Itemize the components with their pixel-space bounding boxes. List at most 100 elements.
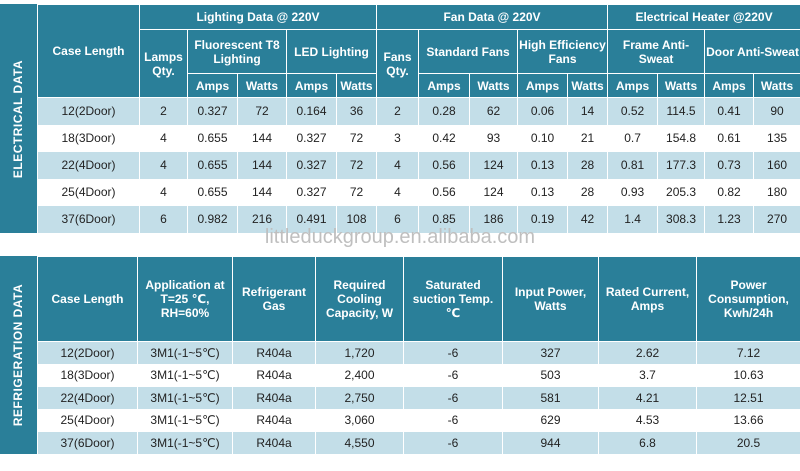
header-power-consumption: Power Consumption, Kwh/24h <box>696 256 800 342</box>
cell-power-consumption: 13.66 <box>696 409 800 432</box>
cell-high-eff-fans-watts: 28 <box>566 151 609 179</box>
cell-frame-anti-sweat-amps: 0.81 <box>607 151 659 179</box>
cell-led-amps: 0.164 <box>286 97 337 125</box>
cell-application: 3M1(-1~5℃) <box>137 386 233 409</box>
cell-fluorescent-watts: 216 <box>237 205 287 233</box>
header-watts: Watts <box>753 73 800 98</box>
cell-fans-qty: 2 <box>376 97 419 125</box>
header-fans-qty: Fans Qty. <box>376 29 419 98</box>
cell-frame-anti-sweat-amps: 1.4 <box>607 205 659 233</box>
cell-suction-temp: -6 <box>403 409 503 432</box>
cell-fluorescent-amps: 0.982 <box>187 205 238 233</box>
cell-high-eff-fans-watts: 21 <box>566 124 609 152</box>
cell-door-anti-sweat-amps: 0.82 <box>704 178 755 206</box>
cell-door-anti-sweat-watts: 180 <box>753 178 800 206</box>
cell-fluorescent-watts: 72 <box>237 97 287 125</box>
cell-standard-fans-watts: 93 <box>469 124 518 152</box>
cell-input-power: 629 <box>502 409 599 432</box>
cell-input-power: 327 <box>502 341 599 364</box>
cell-lamps-qty: 4 <box>139 151 188 179</box>
cell-high-eff-fans-watts: 42 <box>566 205 609 233</box>
header-watts: Watts <box>469 73 518 98</box>
cell-rated-current: 2.62 <box>598 341 697 364</box>
cell-cooling-capacity: 4,550 <box>315 431 404 454</box>
refrigeration-side-label-text: REFRIGERATION DATA <box>11 283 26 427</box>
cell-door-anti-sweat-amps: 0.61 <box>704 124 755 152</box>
cell-case-length: 22(4Door) <box>37 151 140 179</box>
cell-case-length: 37(6Door) <box>37 431 138 454</box>
cell-standard-fans-watts: 124 <box>469 151 518 179</box>
cell-fans-qty: 3 <box>376 124 419 152</box>
electrical-data-table: Case Length Lighting Data @ 220V Fan Dat… <box>37 4 800 233</box>
cell-led-watts: 72 <box>336 124 377 152</box>
header-standard-fans: Standard Fans <box>418 29 518 74</box>
cell-fans-qty: 4 <box>376 151 419 179</box>
cell-refrigerant-gas: R404a <box>232 431 316 454</box>
header-amps: Amps <box>286 73 337 98</box>
cell-high-eff-fans-amps: 0.13 <box>517 178 568 206</box>
cell-high-eff-fans-amps: 0.19 <box>517 205 568 233</box>
cell-input-power: 944 <box>502 431 599 454</box>
cell-suction-temp: -6 <box>403 386 503 409</box>
header-amps: Amps <box>517 73 568 98</box>
cell-standard-fans-amps: 0.28 <box>418 97 470 125</box>
cell-lamps-qty: 2 <box>139 97 188 125</box>
cell-standard-fans-amps: 0.42 <box>418 124 470 152</box>
cell-application: 3M1(-1~5℃) <box>137 364 233 387</box>
header-led-lighting: LED Lighting <box>286 29 377 74</box>
header-watts: Watts <box>657 73 706 98</box>
cell-frame-anti-sweat-watts: 154.8 <box>657 124 706 152</box>
cell-frame-anti-sweat-watts: 205.3 <box>657 178 706 206</box>
cell-fluorescent-watts: 144 <box>237 151 287 179</box>
cell-standard-fans-amps: 0.56 <box>418 178 470 206</box>
cell-rated-current: 4.53 <box>598 409 697 432</box>
cell-input-power: 581 <box>502 386 599 409</box>
watermark: littleduckgroup.en.alibaba.com <box>264 226 536 248</box>
header-watts: Watts <box>336 73 377 98</box>
cell-refrigerant-gas: R404a <box>232 341 316 364</box>
cell-fluorescent-amps: 0.655 <box>187 151 238 179</box>
header-rated-current: Rated Current, Amps <box>598 256 697 342</box>
cell-application: 3M1(-1~5℃) <box>137 341 233 364</box>
cell-frame-anti-sweat-amps: 0.52 <box>607 97 659 125</box>
refrigeration-data-section: REFRIGERATION DATA Case Length Applicatio… <box>0 256 800 454</box>
cell-case-length: 18(3Door) <box>37 124 140 152</box>
cell-led-amps: 0.491 <box>286 205 337 233</box>
header-amps: Amps <box>607 73 659 98</box>
cell-door-anti-sweat-watts: 135 <box>753 124 800 152</box>
cell-standard-fans-amps: 0.56 <box>418 151 470 179</box>
table-row: 37(6Door) 3M1(-1~5℃) R404a 4,550 -6 944 6.8 20.… <box>37 431 800 454</box>
header-case-length: Case Length <box>37 4 140 98</box>
cell-frame-anti-sweat-watts: 308.3 <box>657 205 706 233</box>
cell-fluorescent-amps: 0.655 <box>187 178 238 206</box>
electrical-data-section: ELECTRICAL DATA Case Length Lighting Dat… <box>0 4 800 233</box>
header-frame-anti-sweat: Frame Anti-Sweat <box>607 29 706 74</box>
cell-power-consumption: 12.51 <box>696 386 800 409</box>
cell-standard-fans-amps: 0.85 <box>418 205 470 233</box>
cell-high-eff-fans-watts: 14 <box>566 97 609 125</box>
header-amps: Amps <box>187 73 238 98</box>
cell-fans-qty: 6 <box>376 205 419 233</box>
cell-door-anti-sweat-watts: 270 <box>753 205 800 233</box>
cell-fluorescent-amps: 0.327 <box>187 97 238 125</box>
cell-door-anti-sweat-amps: 0.73 <box>704 151 755 179</box>
cell-lamps-qty: 4 <box>139 178 188 206</box>
cell-power-consumption: 10.63 <box>696 364 800 387</box>
cell-case-length: 22(4Door) <box>37 386 138 409</box>
electrical-side-label: ELECTRICAL DATA <box>0 4 37 233</box>
header-refrigerant-gas: Refrigerant Gas <box>232 256 316 342</box>
cell-refrigerant-gas: R404a <box>232 364 316 387</box>
header-cooling-capacity: Required Cooling Capacity, W <box>315 256 404 342</box>
cell-standard-fans-watts: 124 <box>469 178 518 206</box>
cell-case-length: 25(4Door) <box>37 409 138 432</box>
header-high-efficiency-fans: High Efficiency Fans <box>516 29 609 74</box>
cell-led-amps: 0.327 <box>286 151 337 179</box>
table-row: 37(6Door) 6 0.982 216 0.491 108 6 0.85 186 0.19 42… <box>37 205 800 233</box>
cell-door-anti-sweat-watts: 160 <box>753 151 800 179</box>
header-watts: Watts <box>566 73 609 98</box>
header-fluorescent-t8: Fluorescent T8 Lighting <box>187 29 287 74</box>
cell-cooling-capacity: 3,060 <box>315 409 404 432</box>
cell-refrigerant-gas: R404a <box>232 386 316 409</box>
cell-frame-anti-sweat-watts: 114.5 <box>657 97 706 125</box>
header-amps: Amps <box>704 73 755 98</box>
